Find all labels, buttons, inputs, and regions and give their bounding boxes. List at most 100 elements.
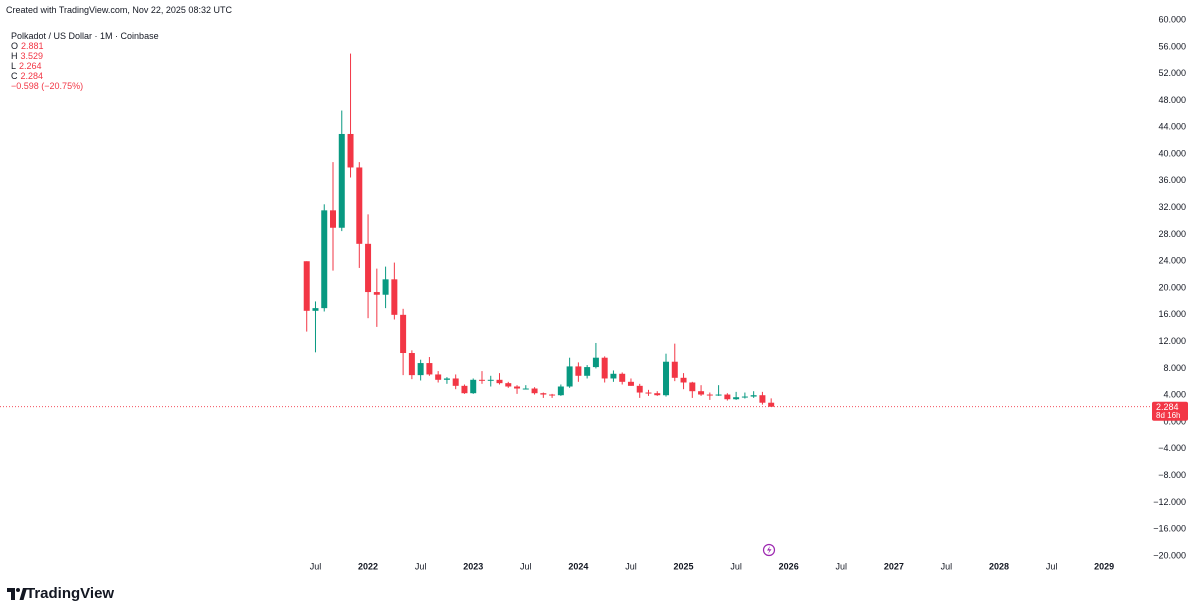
y-tick-label: 52.000 xyxy=(1158,68,1186,78)
y-tick-label: 4.000 xyxy=(1163,390,1186,400)
y-tick-label: 44.000 xyxy=(1158,122,1186,132)
candle-body xyxy=(663,361,670,396)
candle-body xyxy=(452,378,459,386)
candle-body xyxy=(531,388,538,394)
candle-body xyxy=(724,394,731,400)
candle-body xyxy=(382,279,389,295)
x-tick-label: 2026 xyxy=(779,561,799,571)
candle-body xyxy=(303,261,310,311)
candle-body xyxy=(487,379,494,381)
candle-body xyxy=(759,395,766,403)
candle-body xyxy=(408,353,415,376)
candle-body xyxy=(338,133,345,228)
candle-body xyxy=(627,381,634,386)
y-tick-label: −20.000 xyxy=(1153,550,1186,560)
x-tick-label: 2024 xyxy=(568,561,588,571)
y-tick-label: 20.000 xyxy=(1158,282,1186,292)
y-tick-label: −16.000 xyxy=(1153,524,1186,534)
y-tick-label: 56.000 xyxy=(1158,41,1186,51)
candle-body xyxy=(373,292,380,295)
x-tick-label: 2028 xyxy=(989,561,1009,571)
x-tick-label: 2023 xyxy=(463,561,483,571)
candle-body xyxy=(391,279,398,315)
x-tick-label: 2022 xyxy=(358,561,378,571)
candle-body xyxy=(592,357,599,368)
candle-body xyxy=(689,382,696,392)
change-label: −0.598 (−20.75%) xyxy=(11,81,84,91)
symbol-legend: Polkadot / US Dollar · 1M · Coinbase O 2.… xyxy=(6,21,162,91)
x-tick-label: 2027 xyxy=(884,561,904,571)
last-price-label: 2.284 xyxy=(1156,402,1179,412)
ohlc-value: 2.264 xyxy=(19,61,42,71)
y-tick-label: 40.000 xyxy=(1158,148,1186,158)
candle-body xyxy=(549,394,556,396)
candle-body xyxy=(461,385,468,394)
candle-body xyxy=(312,308,319,311)
countdown-label: 8d 16h xyxy=(1156,411,1180,420)
y-tick-label: 48.000 xyxy=(1158,95,1186,105)
x-tick-label: Jul xyxy=(730,561,742,571)
candle-body xyxy=(601,357,608,379)
candle-body xyxy=(347,133,354,168)
candle-body xyxy=(540,393,547,395)
candle-body xyxy=(645,392,652,394)
created-note: Created with TradingView.com, Nov 22, 20… xyxy=(6,5,232,15)
candle-body xyxy=(706,394,713,396)
candle-body xyxy=(680,377,687,383)
candle-body xyxy=(505,383,512,387)
brand: TradingView xyxy=(26,585,115,602)
y-tick-label: −4.000 xyxy=(1158,443,1186,453)
candle-body xyxy=(496,379,503,384)
ohlc-key: H xyxy=(11,51,18,61)
candle-body xyxy=(522,388,529,390)
candle-body xyxy=(741,396,748,398)
candle-body xyxy=(400,314,407,354)
candle-body xyxy=(470,379,477,394)
x-tick-label: Jul xyxy=(836,561,848,571)
candle-body xyxy=(557,386,564,396)
y-tick-label: 8.000 xyxy=(1163,363,1186,373)
x-tick-label: Jul xyxy=(310,561,322,571)
price-axis xyxy=(1150,0,1200,580)
y-tick-label: −8.000 xyxy=(1158,470,1186,480)
candle-body xyxy=(321,210,328,309)
candle-body xyxy=(698,391,705,395)
y-tick-label: 60.000 xyxy=(1158,14,1186,24)
x-tick-label: Jul xyxy=(520,561,532,571)
candle-body xyxy=(566,366,573,387)
candle-body xyxy=(514,386,521,389)
candle-body xyxy=(356,167,363,244)
candle-body xyxy=(636,385,643,393)
logo-icon xyxy=(7,588,27,600)
x-tick-label: 2025 xyxy=(674,561,694,571)
y-tick-label: 32.000 xyxy=(1158,202,1186,212)
ohlc-key: O xyxy=(11,41,19,51)
candle-body xyxy=(654,393,661,396)
ohlc-key: C xyxy=(11,71,18,81)
candle-body xyxy=(619,373,626,382)
symbol-title: Polkadot / US Dollar · 1M · Coinbase xyxy=(11,31,159,41)
candle-body xyxy=(365,243,372,293)
ohlc-value: 2.284 xyxy=(20,71,44,81)
last-price-box xyxy=(1152,401,1188,421)
ohlc-key: L xyxy=(11,61,17,71)
candle-body xyxy=(426,363,433,375)
candle-body xyxy=(443,378,450,380)
y-tick-label: 28.000 xyxy=(1158,229,1186,239)
ohlc-value: 2.881 xyxy=(21,41,44,51)
x-tick-label: Jul xyxy=(625,561,637,571)
candle-body xyxy=(478,379,485,381)
y-tick-label: 24.000 xyxy=(1158,256,1186,266)
x-tick-label: Jul xyxy=(415,561,427,571)
candle-body xyxy=(768,402,775,407)
y-tick-label: 36.000 xyxy=(1158,175,1186,185)
x-tick-label: Jul xyxy=(941,561,953,571)
candle-body xyxy=(575,366,582,376)
x-tick-label: Jul xyxy=(1046,561,1058,571)
y-tick-label: 16.000 xyxy=(1158,309,1186,319)
candle-body xyxy=(733,397,740,400)
ohlc-value: 3.529 xyxy=(20,51,44,61)
candle-body xyxy=(330,210,337,228)
candle-body xyxy=(750,395,757,397)
